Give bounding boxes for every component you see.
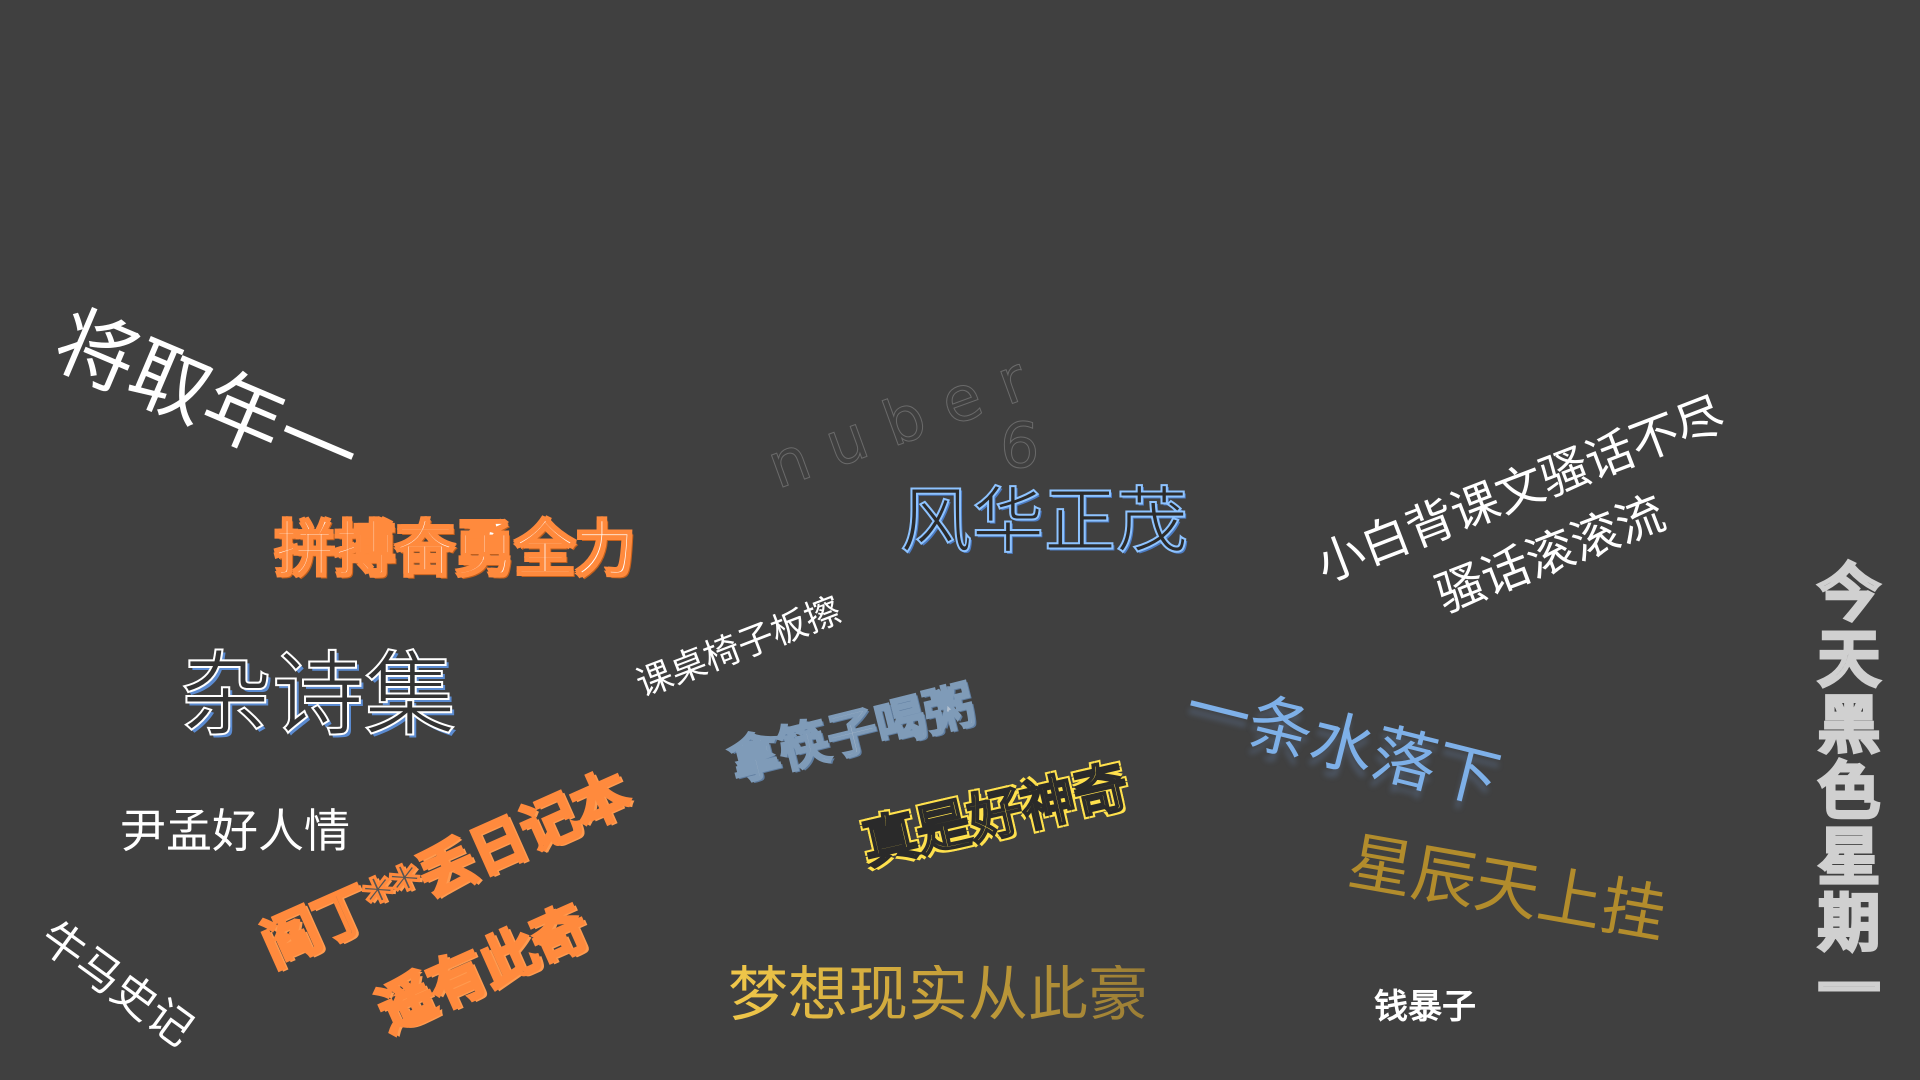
phrase-feng-hua: 风华正茂 — [899, 479, 1189, 563]
phrase-jiang-qu-nian-yi: 将取年一 — [41, 293, 373, 505]
phrase-na-kuai-zi: 拿筷子喝粥 — [723, 675, 982, 794]
phrase-za-shi-ji: 杂诗集 — [179, 642, 457, 749]
phrase-pin-bo: 拼搏奋勇全力 — [274, 515, 636, 585]
phrase-jin-tian-vertical: 今天黑色星期一 — [1806, 559, 1882, 1024]
phrase-meng-xiang: 梦想现实从此豪 — [728, 960, 1148, 1030]
phrase-zhen-shi: 真是好神奇 — [856, 753, 1135, 877]
phrase-qian-bao: 钱暴子 — [1374, 987, 1476, 1027]
phrase-yi-tiao-shui: 一条水落下 — [1178, 670, 1507, 820]
phrase-xing-chen: 星辰天上挂 — [1343, 825, 1672, 954]
phrase-yin-meng: 尹孟好人情 — [120, 804, 350, 858]
phrase-ke-zhuo: 课桌椅子板擦 — [630, 589, 848, 706]
phrase-six: 6 — [999, 409, 1040, 482]
phrase-niu-ma: 牛马史记 — [30, 911, 203, 1057]
